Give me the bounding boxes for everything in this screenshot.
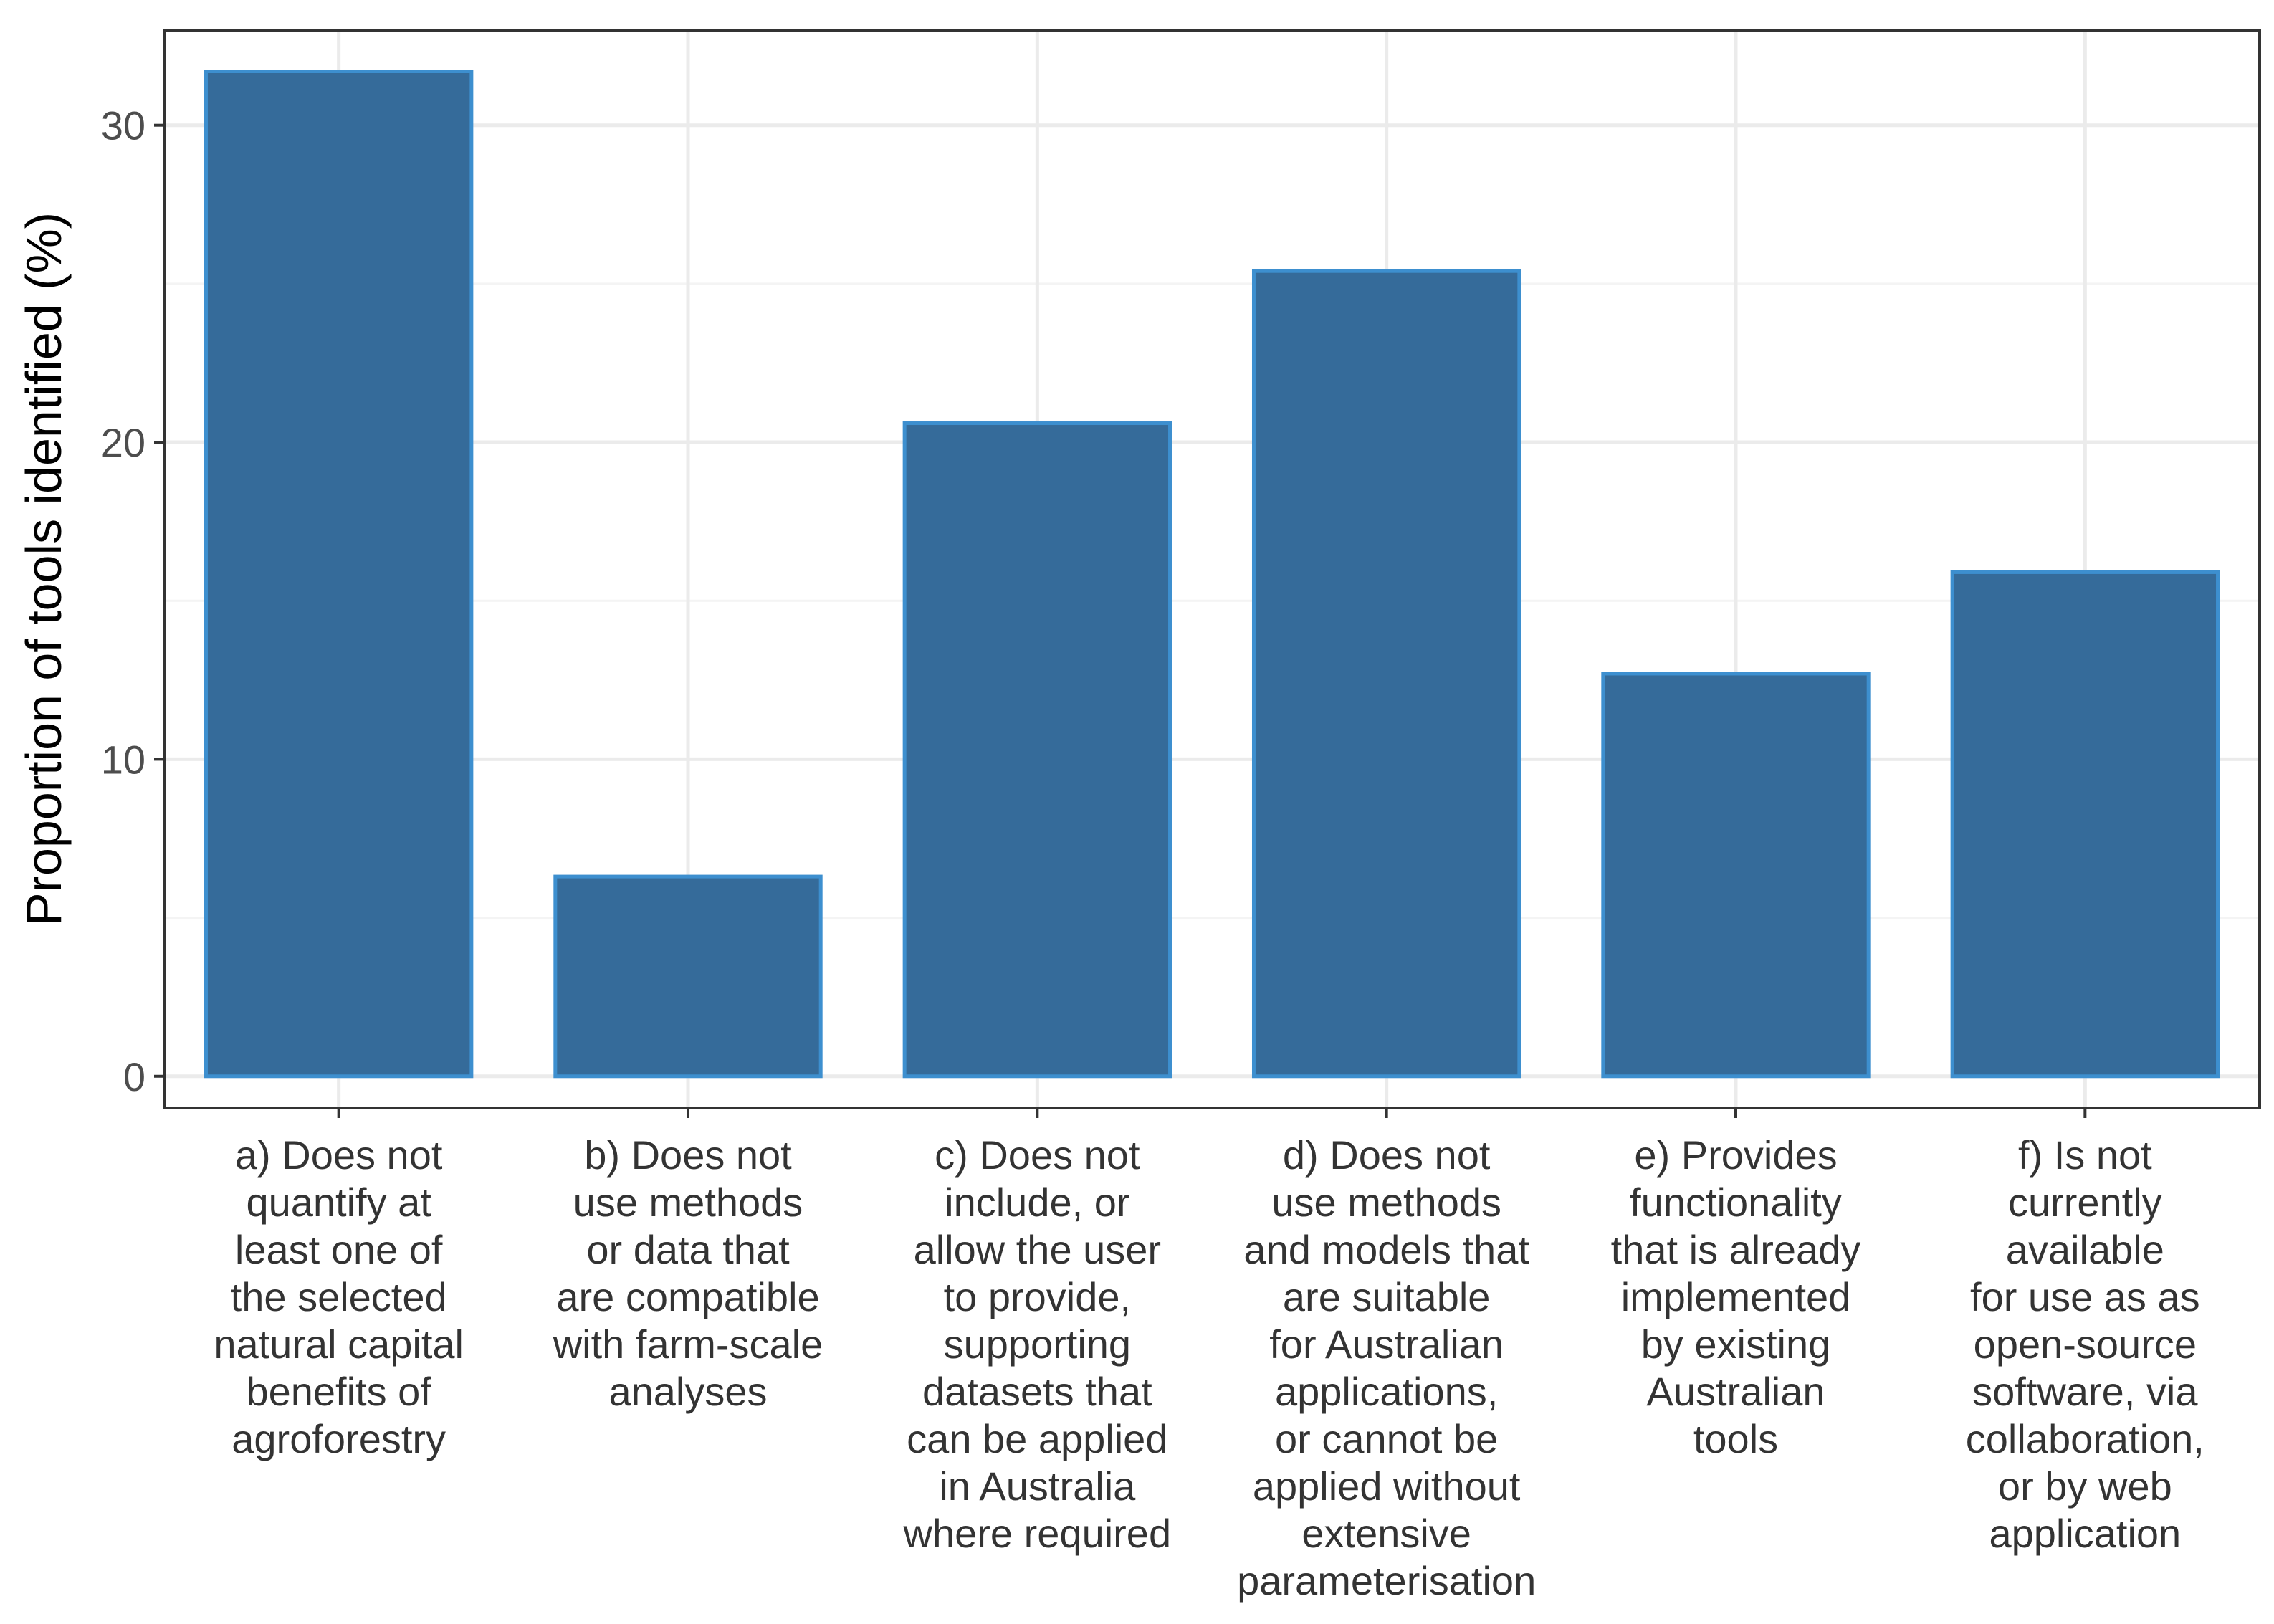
x-category-label-line: tools	[1693, 1416, 1778, 1461]
bars	[204, 70, 2220, 1079]
y-axis: 0 10 20 30	[101, 103, 164, 1099]
x-category-label-line: analyses	[608, 1369, 767, 1414]
x-category-label-a: a) Does not quantify at least one of the se…	[214, 1132, 464, 1461]
x-category-label-line: b) Does not	[584, 1132, 792, 1178]
y-tick-label: 10	[101, 737, 145, 782]
y-tick-label: 0	[123, 1054, 145, 1099]
x-category-label-line: extensive	[1301, 1511, 1471, 1556]
x-category-label-line: are suitable	[1283, 1274, 1491, 1319]
x-category-label-line: d) Does not	[1283, 1132, 1491, 1178]
x-category-label-line: use methods	[573, 1180, 803, 1225]
x-category-label-line: for use as as	[1970, 1274, 2200, 1319]
x-category-label-line: natural capital	[214, 1322, 464, 1367]
x-category-label-line: parameterisation	[1237, 1558, 1536, 1603]
x-category-label-line: in Australia	[939, 1463, 1136, 1509]
x-category-label-line: Australian	[1646, 1369, 1825, 1414]
x-category-label-line: open-source	[1974, 1322, 2197, 1367]
x-category-label-line: supporting	[944, 1322, 1132, 1367]
x-category-label-d: d) Does not use methods and models that are…	[1237, 1132, 1536, 1603]
bar-b	[553, 874, 823, 1079]
x-category-label-line: allow the user	[914, 1227, 1162, 1272]
x-category-label-line: applications,	[1275, 1369, 1498, 1414]
x-category-label-line: to provide,	[944, 1274, 1132, 1319]
x-category-label-line: include, or	[945, 1180, 1129, 1225]
x-category-label-line: applied without	[1253, 1463, 1521, 1509]
x-category-label-line: benefits of	[246, 1369, 431, 1414]
x-category-label-line: f) Is not	[2018, 1132, 2152, 1178]
x-category-label-line: available	[2006, 1227, 2164, 1272]
bar-c	[902, 421, 1172, 1079]
x-category-label-e: e) Provides functionality that is already i…	[1611, 1132, 1861, 1461]
x-category-label-line: are compatible	[556, 1274, 819, 1319]
x-category-label-line: currently	[2008, 1180, 2162, 1225]
x-category-label-line: where required	[903, 1511, 1172, 1556]
x-category-label-line: least one of	[235, 1227, 443, 1272]
x-category-label-line: the selected	[231, 1274, 447, 1319]
x-category-label-b: b) Does not use methods or data that are co…	[553, 1132, 823, 1414]
bar-a	[204, 70, 474, 1079]
x-category-label-line: agroforestry	[231, 1416, 446, 1461]
x-category-label-line: and models that	[1243, 1227, 1529, 1272]
x-category-label-line: by existing	[1641, 1322, 1831, 1367]
x-category-label-line: or cannot be	[1275, 1416, 1498, 1461]
x-category-label-line: datasets that	[922, 1369, 1152, 1414]
x-category-label-line: collaboration,	[1966, 1416, 2204, 1461]
bar-f	[1950, 570, 2220, 1079]
x-axis: a) Does not quantify at least one of the se…	[214, 1108, 2204, 1603]
x-category-label-line: e) Provides	[1634, 1132, 1837, 1178]
bar-d	[1251, 269, 1521, 1079]
x-category-label-line: can be applied	[907, 1416, 1167, 1461]
x-category-label-line: application	[1989, 1511, 2181, 1556]
y-tick-label: 20	[101, 420, 145, 465]
x-category-label-c: c) Does not include, or allow the user to p…	[903, 1132, 1172, 1556]
x-category-label-line: implemented	[1621, 1274, 1851, 1319]
y-axis-title: Proportion of tools identified (%)	[16, 212, 72, 926]
x-category-label-line: or by web	[1998, 1463, 2172, 1509]
y-tick-label: 30	[101, 103, 145, 148]
x-category-label-line: quantify at	[246, 1180, 431, 1225]
x-category-label-line: or data that	[586, 1227, 790, 1272]
x-category-label-line: software, via	[1972, 1369, 2198, 1414]
x-category-label-line: for Australian	[1269, 1322, 1504, 1367]
x-category-label-line: functionality	[1630, 1180, 1842, 1225]
x-category-label-line: with farm-scale	[553, 1322, 823, 1367]
x-category-label-line: c) Does not	[935, 1132, 1140, 1178]
x-category-label-f: f) Is not currently available for use as as…	[1966, 1132, 2204, 1556]
bar-e	[1601, 672, 1871, 1079]
panel-border	[163, 29, 2261, 1109]
x-category-label-line: use methods	[1271, 1180, 1501, 1225]
x-category-label-line: a) Does not	[235, 1132, 443, 1178]
x-category-label-line: that is already	[1611, 1227, 1861, 1272]
